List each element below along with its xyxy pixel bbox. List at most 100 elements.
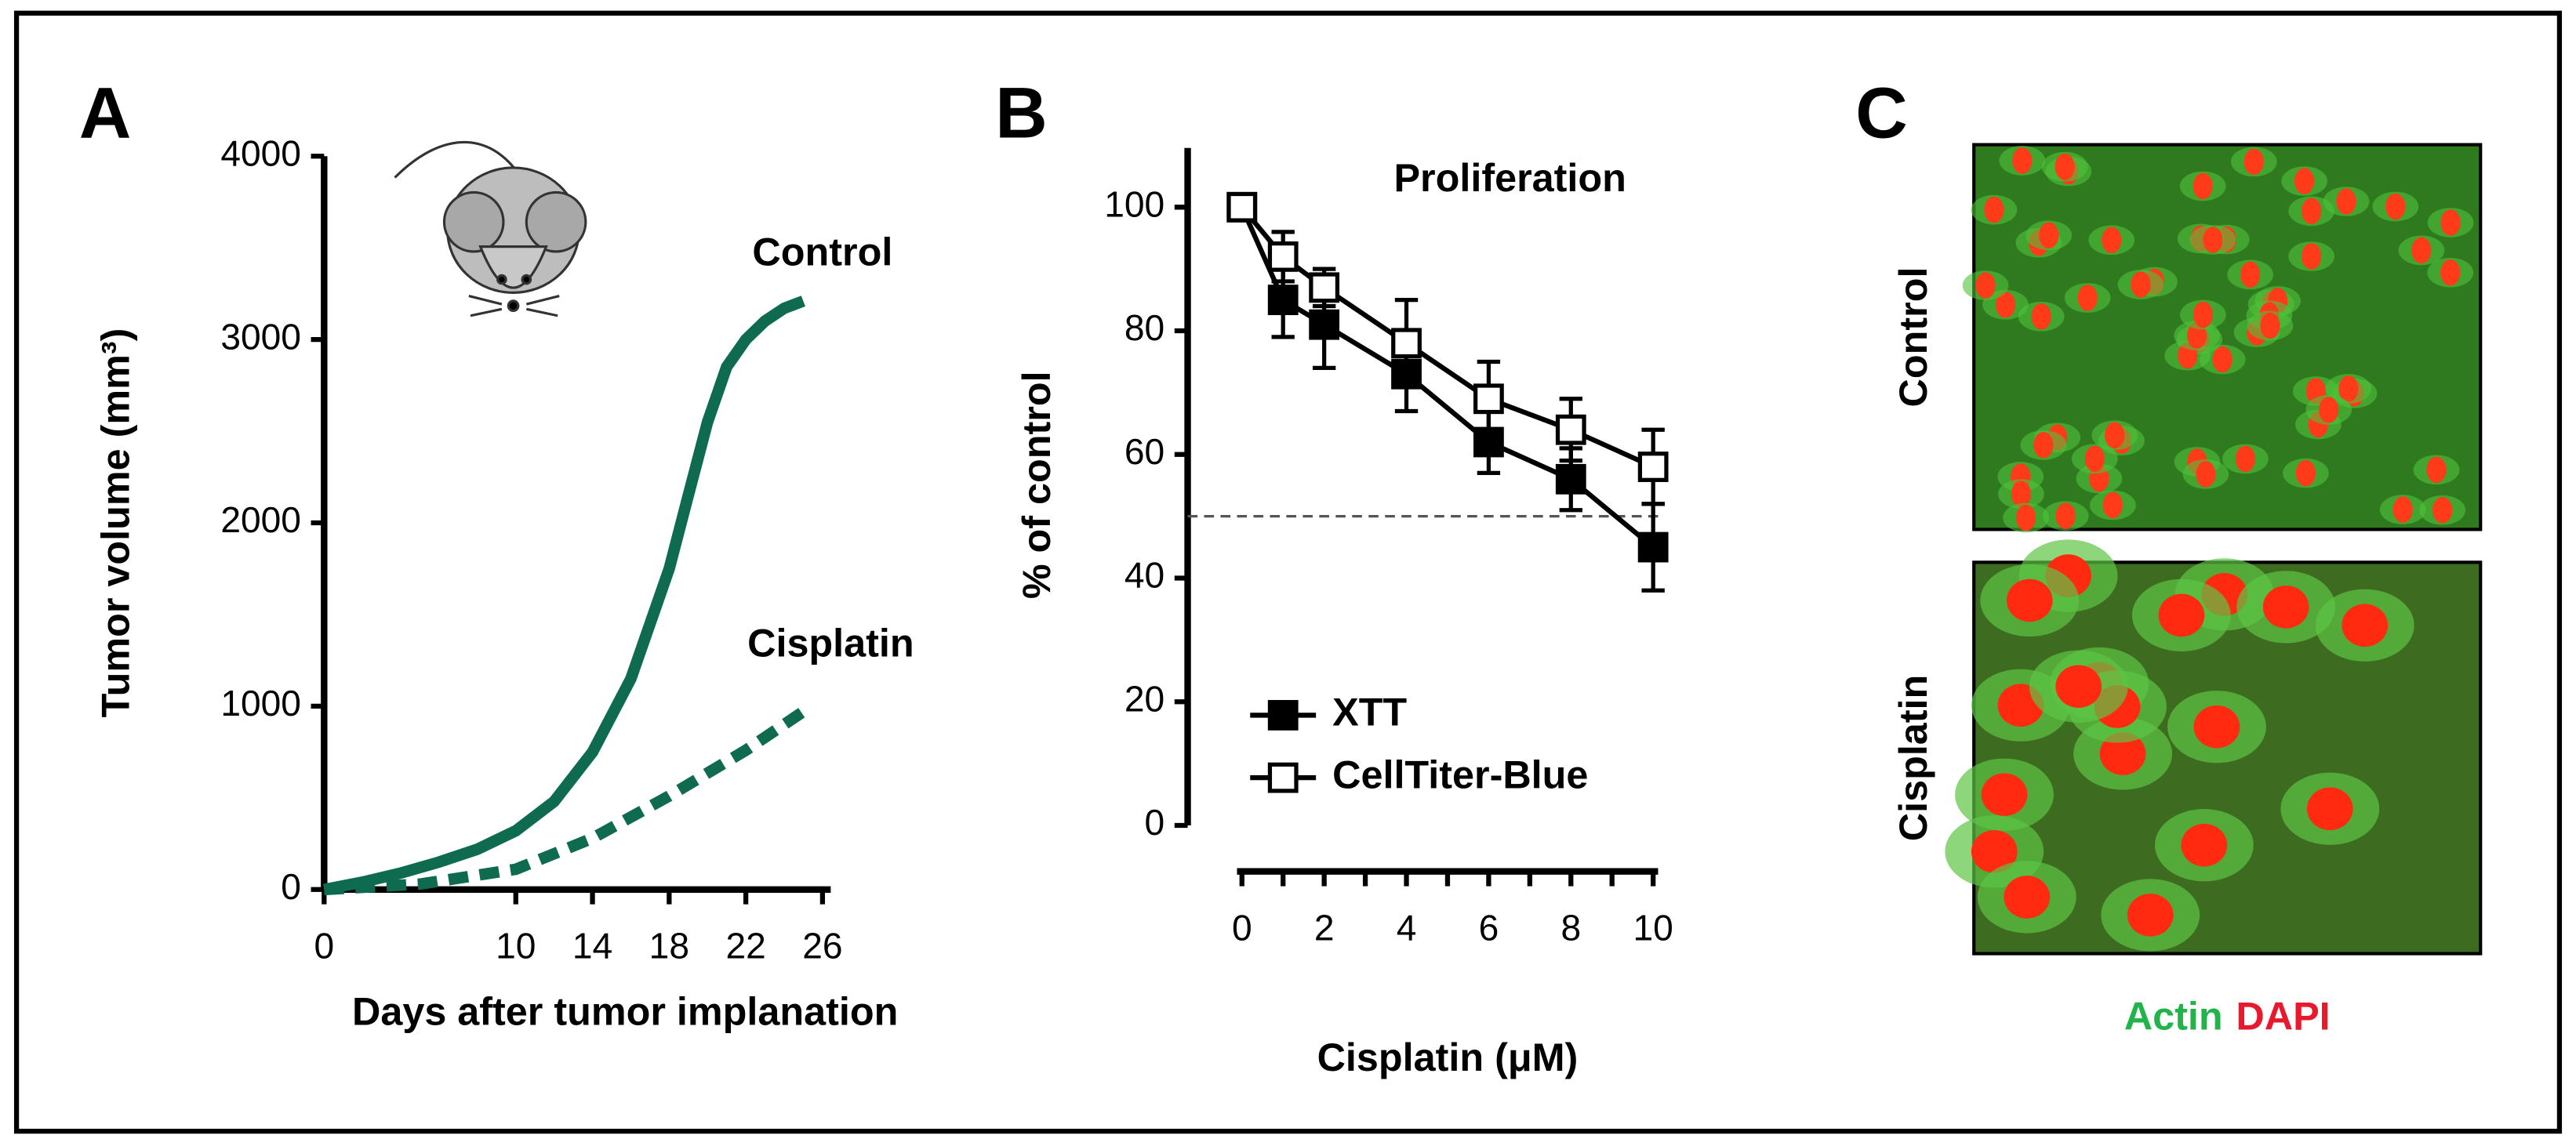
nucleus <box>2055 153 2075 180</box>
nucleus <box>2127 894 2174 937</box>
nucleus <box>2338 375 2359 402</box>
nucleus <box>2031 303 2051 330</box>
nucleus <box>2432 496 2453 524</box>
x-tick-label: 2 <box>1314 907 1335 948</box>
x-tick-label: 0 <box>314 925 335 966</box>
y-tick-label: 4000 <box>220 132 301 173</box>
nucleus <box>2012 147 2033 174</box>
nucleus <box>2203 227 2223 253</box>
y-tick-label: 0 <box>281 866 301 907</box>
nucleus <box>2411 237 2432 264</box>
nucleus <box>2015 504 2036 531</box>
nucleus <box>2193 705 2240 749</box>
nucleus <box>2440 209 2461 236</box>
nucleus <box>1995 291 2016 318</box>
marker <box>1555 414 1586 445</box>
marker <box>1226 191 1258 223</box>
y-tick-label: 60 <box>1125 431 1164 472</box>
nucleus <box>2342 604 2389 647</box>
series-line <box>323 706 807 896</box>
x-tick-label: 18 <box>649 925 689 966</box>
nucleus <box>2235 445 2255 473</box>
micrographs <box>1945 143 2483 956</box>
mouse-icon <box>394 140 587 317</box>
x-axis-label: Days after tumor implanation <box>352 988 898 1033</box>
marker <box>1473 383 1504 415</box>
marker <box>1309 272 1340 303</box>
nucleus <box>1971 830 2018 873</box>
nucleus <box>2244 148 2264 176</box>
y-axis-label: % of control <box>1014 371 1059 599</box>
y-tick-label: 20 <box>1125 678 1164 719</box>
marker <box>1637 452 1669 482</box>
nucleus <box>1981 773 2028 816</box>
nucleus <box>2385 193 2406 220</box>
nucleus <box>1975 272 1996 299</box>
x-tick-label: 10 <box>496 925 536 966</box>
nucleus <box>2084 445 2105 473</box>
x-tick-label: 10 <box>1633 907 1673 948</box>
nucleus <box>2294 168 2315 194</box>
y-tick-label: 2000 <box>220 499 301 540</box>
x-tick-label: 14 <box>572 925 612 966</box>
series-label: Cisplatin <box>747 621 914 665</box>
x-axis-label: Cisplatin (μM) <box>1317 1035 1579 1079</box>
nucleus <box>2033 431 2054 459</box>
panel-label: A <box>79 71 132 153</box>
nucleus <box>2440 259 2461 286</box>
nucleus <box>2099 732 2146 775</box>
x-tick-label: 22 <box>725 925 765 966</box>
legend-marker <box>1267 700 1299 731</box>
row-label: Control <box>1891 267 1935 408</box>
x-tick-label: 4 <box>1397 907 1417 948</box>
x-tick-label: 8 <box>1560 907 1581 948</box>
nucleus <box>2055 502 2076 529</box>
nucleus <box>2426 456 2447 484</box>
marker <box>1309 309 1340 340</box>
nucleus <box>2105 422 2125 449</box>
x-tick-label: 6 <box>1479 907 1499 948</box>
y-axis-label: Tumor volume (mm³) <box>93 328 137 718</box>
y-tick-label: 80 <box>1125 307 1164 348</box>
chart-title: Proliferation <box>1393 155 1626 200</box>
nucleus <box>2006 578 2053 622</box>
nucleus <box>2302 243 2322 270</box>
panel-label: C <box>1855 71 1908 153</box>
marker <box>1267 241 1299 272</box>
series-line <box>1239 206 1655 549</box>
marker <box>1637 531 1669 563</box>
marker <box>1555 463 1586 495</box>
nucleus <box>2055 665 2102 708</box>
legend-label: XTT <box>1332 690 1407 734</box>
nucleus <box>2004 876 2051 919</box>
marker <box>1267 285 1299 315</box>
nucleus <box>2262 586 2309 629</box>
legend-marker <box>1267 762 1299 793</box>
y-tick-label: 100 <box>1104 183 1164 224</box>
nucleus <box>2393 496 2413 523</box>
nucleus <box>2181 823 2228 867</box>
nucleus <box>2193 301 2213 328</box>
y-tick-label: 3000 <box>220 316 301 357</box>
series-line <box>322 296 805 895</box>
panel-label: B <box>995 71 1048 153</box>
nucleus <box>2193 172 2213 200</box>
nucleus <box>2077 285 2098 311</box>
y-tick-label: 40 <box>1125 555 1164 596</box>
stain-legend: Actin DAPI <box>2124 994 2331 1039</box>
series-label: Control <box>752 229 892 274</box>
y-tick-label: 0 <box>1145 802 1165 843</box>
nucleus <box>2306 787 2353 831</box>
x-tick-label: 26 <box>802 925 842 966</box>
nucleus <box>2295 459 2316 487</box>
marker <box>1391 328 1422 359</box>
nucleus <box>2319 397 2339 423</box>
nucleus <box>2039 222 2059 249</box>
nucleus <box>2196 461 2216 488</box>
stain-label: DAPI <box>2236 994 2330 1039</box>
nucleus <box>2240 261 2261 288</box>
y-tick-label: 1000 <box>220 683 301 724</box>
nucleus <box>1984 196 2004 223</box>
